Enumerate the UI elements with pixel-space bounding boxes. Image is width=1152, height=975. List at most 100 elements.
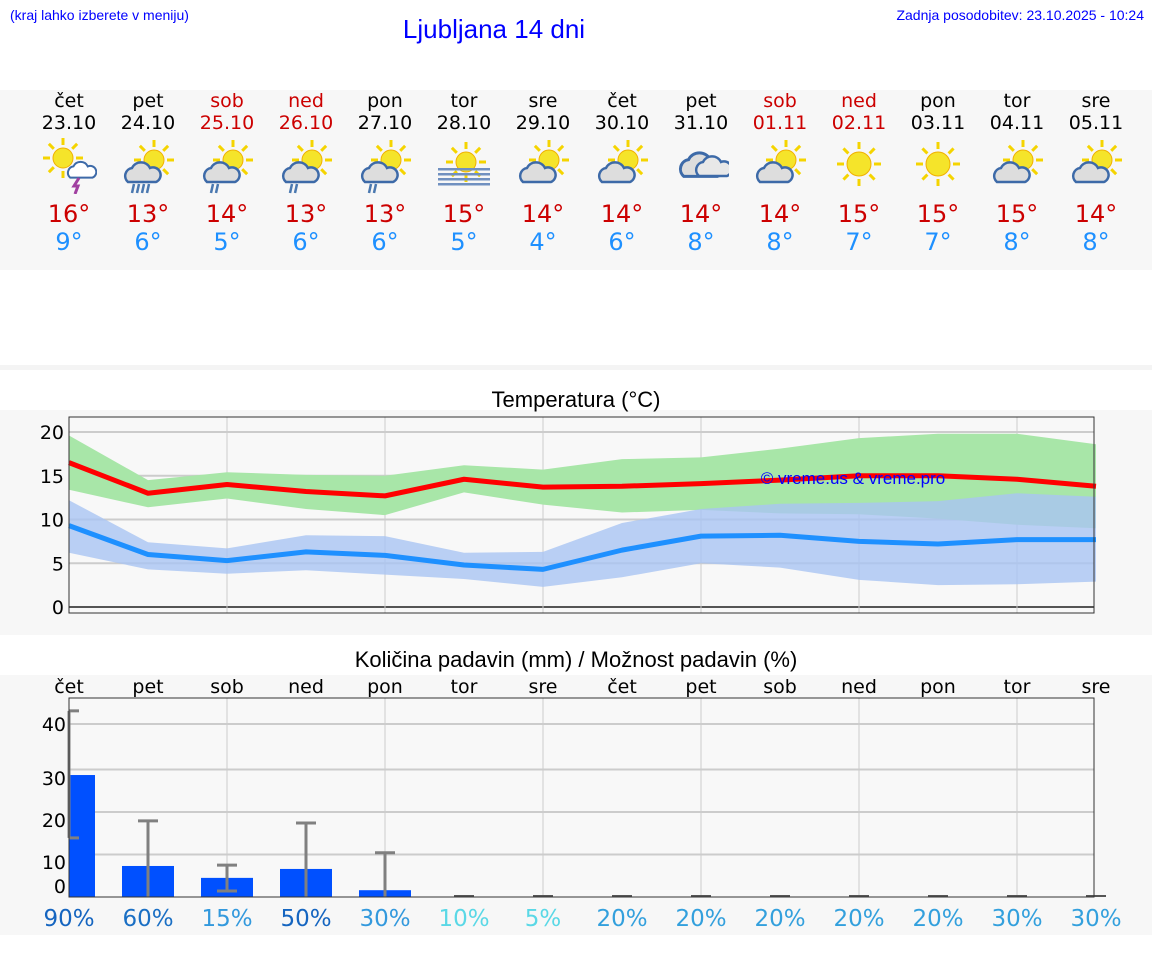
sun-cloud-icon <box>755 140 806 184</box>
min-temp: 8° <box>766 228 794 256</box>
y-tick-label: 10 <box>42 852 66 874</box>
sun-cloud-icon <box>1071 140 1122 184</box>
divider <box>0 365 1152 370</box>
day-date: 24.10 <box>120 112 176 134</box>
sun-cloud-heavy-rain-icon <box>123 140 174 194</box>
precip-probability: 30% <box>359 906 410 932</box>
day-name: čet <box>607 90 637 112</box>
sun-fog-icon <box>438 142 490 186</box>
forecast-day: ned 26.10 13° 6° <box>266 90 346 256</box>
max-temp: 14° <box>521 200 565 228</box>
forecast-day: sre 05.11 14° 8° <box>1056 90 1136 256</box>
day-name: pon <box>920 90 956 112</box>
day-name: čet <box>54 90 84 112</box>
min-temp: 6° <box>371 228 399 256</box>
sun-cloud-icon <box>597 140 648 184</box>
day-label: ned <box>288 676 324 698</box>
day-name: sob <box>763 90 797 112</box>
day-date: 31.10 <box>673 112 729 134</box>
precip-probability: 30% <box>991 906 1042 932</box>
forecast-day: čet 23.10 16° 9° <box>29 90 109 256</box>
day-name: sre <box>1081 90 1111 112</box>
precip-bar <box>69 775 95 897</box>
day-date: 27.10 <box>357 112 413 134</box>
precip-probability: 20% <box>833 906 884 932</box>
forecast-day: sob 25.10 14° 5° <box>187 90 267 256</box>
sun-icon <box>916 142 960 186</box>
min-temp: 6° <box>134 228 162 256</box>
precip-probability: 20% <box>596 906 647 932</box>
sun-cloud-thunder-icon <box>43 138 97 194</box>
precip-probability: 50% <box>280 906 331 932</box>
day-label: čet <box>607 676 637 698</box>
y-tick-label: 10 <box>40 510 64 532</box>
max-temp: 13° <box>126 200 170 228</box>
max-temp: 14° <box>679 200 723 228</box>
forecast-day: tor 28.10 15° 5° <box>424 90 504 256</box>
y-tick-label: 15 <box>40 466 64 488</box>
precip-probability: 30% <box>1070 906 1121 932</box>
day-date: 23.10 <box>41 112 97 134</box>
day-date: 28.10 <box>436 112 492 134</box>
min-temp: 7° <box>924 228 952 256</box>
daily-forecast-strip <box>0 90 1152 270</box>
day-name: ned <box>841 90 877 112</box>
precip-probability: 60% <box>122 906 173 932</box>
max-temp: 15° <box>916 200 960 228</box>
max-temp: 15° <box>442 200 486 228</box>
min-temp: 5° <box>450 228 478 256</box>
day-label: tor <box>1004 676 1031 698</box>
sun-icon <box>837 142 881 186</box>
max-temp: 14° <box>205 200 249 228</box>
day-label: čet <box>54 676 84 698</box>
max-temp: 14° <box>1074 200 1118 228</box>
sun-cloud-rain-icon <box>360 140 411 194</box>
max-temp: 15° <box>995 200 1039 228</box>
y-tick-label: 0 <box>52 597 64 619</box>
day-date: 29.10 <box>515 112 571 134</box>
day-label: sre <box>1082 676 1111 698</box>
day-date: 25.10 <box>199 112 255 134</box>
day-date: 26.10 <box>278 112 334 134</box>
day-date: 05.11 <box>1068 112 1124 134</box>
forecast-day: ned 02.11 15° 7° <box>819 90 899 256</box>
day-label: pon <box>920 676 956 698</box>
day-label: pet <box>685 676 716 698</box>
watermark: © vreme.us & vreme.pro <box>761 469 945 488</box>
max-temp: 13° <box>284 200 328 228</box>
max-temp: 13° <box>363 200 407 228</box>
max-temp: 16° <box>47 200 91 228</box>
day-date: 01.11 <box>752 112 808 134</box>
precip-probability: 20% <box>754 906 805 932</box>
y-tick-label: 30 <box>42 768 66 790</box>
max-temp: 14° <box>758 200 802 228</box>
plot-frame <box>68 697 1095 898</box>
y-tick-label: 40 <box>42 714 66 736</box>
y-tick-label: 0 <box>54 876 66 898</box>
day-label: sre <box>529 676 558 698</box>
page-title: Ljubljana 14 dni <box>402 14 586 44</box>
day-name: pet <box>685 90 717 112</box>
day-name: pet <box>132 90 164 112</box>
sun-cloud-icon <box>992 140 1043 184</box>
sun-cloud-rain-icon <box>202 140 253 194</box>
y-tick-label: 20 <box>42 810 66 832</box>
plot-frame <box>68 416 1095 614</box>
y-tick-label: 20 <box>40 422 64 444</box>
day-name: ned <box>288 90 324 112</box>
day-name: sob <box>210 90 244 112</box>
forecast-day: pon 03.11 15° 7° <box>898 90 978 256</box>
min-temp-line <box>68 523 1096 572</box>
day-name: pon <box>367 90 403 112</box>
min-temp: 8° <box>1082 228 1110 256</box>
forecast-day: tor 04.11 15° 8° <box>977 90 1057 256</box>
max-temp: 15° <box>837 200 881 228</box>
day-label: tor <box>451 676 478 698</box>
min-temp: 6° <box>292 228 320 256</box>
forecast-day: sre 29.10 14° 4° <box>503 90 583 256</box>
temperature-chart-title: Temperatura (°C) <box>491 387 661 412</box>
day-date: 02.11 <box>831 112 887 134</box>
last-updated: Zadnja posodobitev: 23.10.2025 - 10:24 <box>896 7 1144 23</box>
location-hint[interactable]: (kraj lahko izberete v meniju) <box>10 7 189 23</box>
